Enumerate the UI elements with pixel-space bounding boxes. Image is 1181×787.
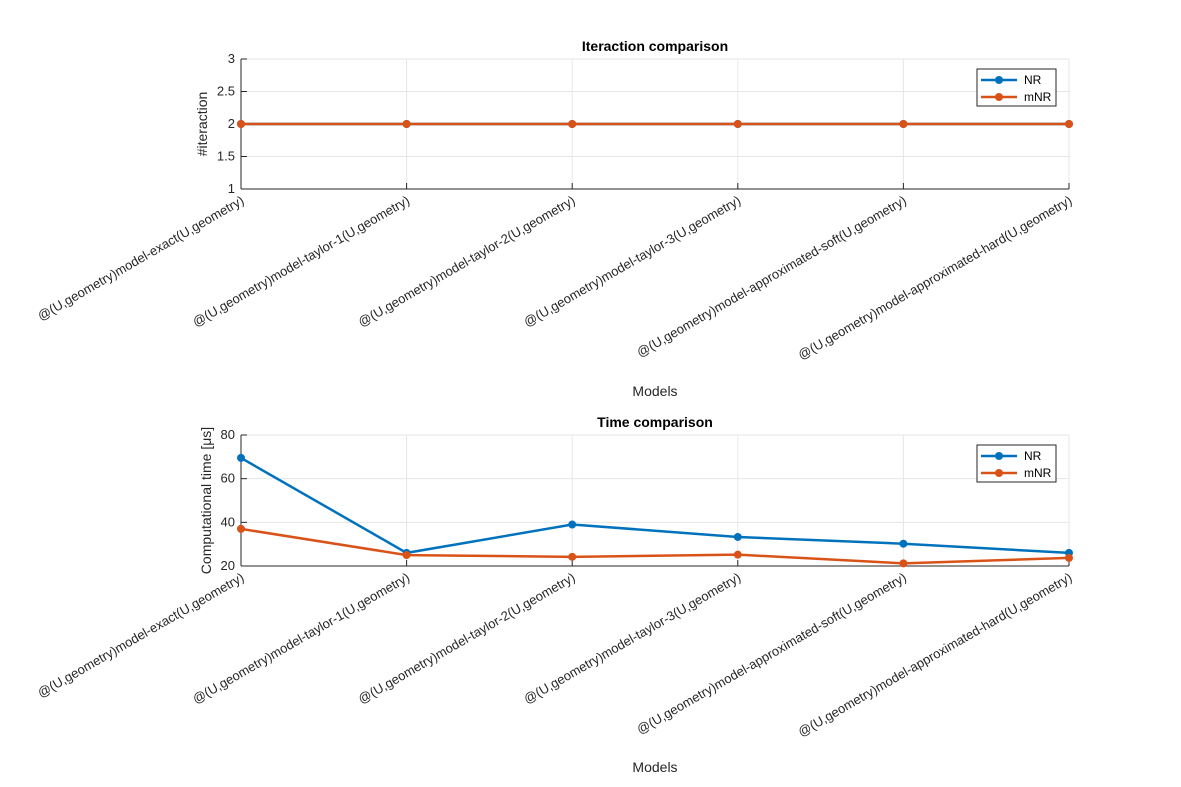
data-point-mnr [402,120,411,128]
y-tick-label: 60 [221,471,235,486]
legend-label-nr: NR [1024,73,1042,87]
legend-marker-mnr [995,93,1003,101]
x-tick-label: @(U,geometry)model-approximated-soft(U,g… [634,193,909,360]
series-line-nr [240,456,1070,555]
y-tick-label: 3 [228,51,235,66]
data-point-mnr [237,524,245,533]
y-tick-label: 2.5 [217,84,235,99]
chart-2: 20406080@(U,geometry)model-exact(U,geome… [35,414,1075,775]
legend: NR mNR [976,444,1057,483]
legend-marker-nr [995,452,1003,460]
legend-label-mnr: mNR [1024,466,1052,480]
x-axis-label: Models [632,383,677,399]
data-point-nr [733,532,742,541]
y-tick-label: 1 [228,181,235,196]
legend-label-nr: NR [1024,449,1042,463]
legend-box [976,444,1057,483]
data-point-mnr [568,120,577,128]
x-tick-label: @(U,geometry)model-approximated-soft(U,g… [634,570,909,737]
y-tick-label: 2 [228,116,235,131]
y-tick-label: 1.5 [217,149,235,164]
series-line-mnr [240,527,1070,565]
chart-title: Iteraction comparison [582,38,728,54]
y-tick-label: 80 [221,427,235,442]
legend-marker-mnr [995,469,1003,477]
y-tick-label: 40 [221,514,235,529]
legend: NR mNR [976,68,1057,107]
data-point-nr [899,539,908,548]
chart-title: Time comparison [597,414,713,430]
data-point-mnr [402,551,411,560]
data-point-mnr [899,120,908,128]
data-point-mnr [568,552,577,561]
data-point-mnr [733,550,742,559]
data-point-nr [237,453,245,462]
x-axis-label: Models [632,759,677,775]
legend-marker-nr [995,76,1003,84]
data-point-mnr [733,120,742,128]
data-point-mnr [1065,120,1073,128]
legend-box [976,68,1057,107]
data-point-mnr [899,559,908,568]
data-point-mnr [1065,553,1073,562]
legend-label-mnr: mNR [1024,90,1052,104]
x-tick-label: @(U,geometry)model-approximated-hard(U,g… [795,570,1074,740]
data-point-mnr [237,120,245,128]
y-axis-label: #iteraction [194,92,210,157]
data-point-nr [568,520,577,529]
x-tick-label: @(U,geometry)model-approximated-hard(U,g… [795,193,1074,363]
chart-1: 11.522.53@(U,geometry)model-exact(U,geom… [35,38,1075,399]
y-axis-label: Computational time [μs] [198,427,214,574]
y-tick-label: 20 [221,558,235,573]
